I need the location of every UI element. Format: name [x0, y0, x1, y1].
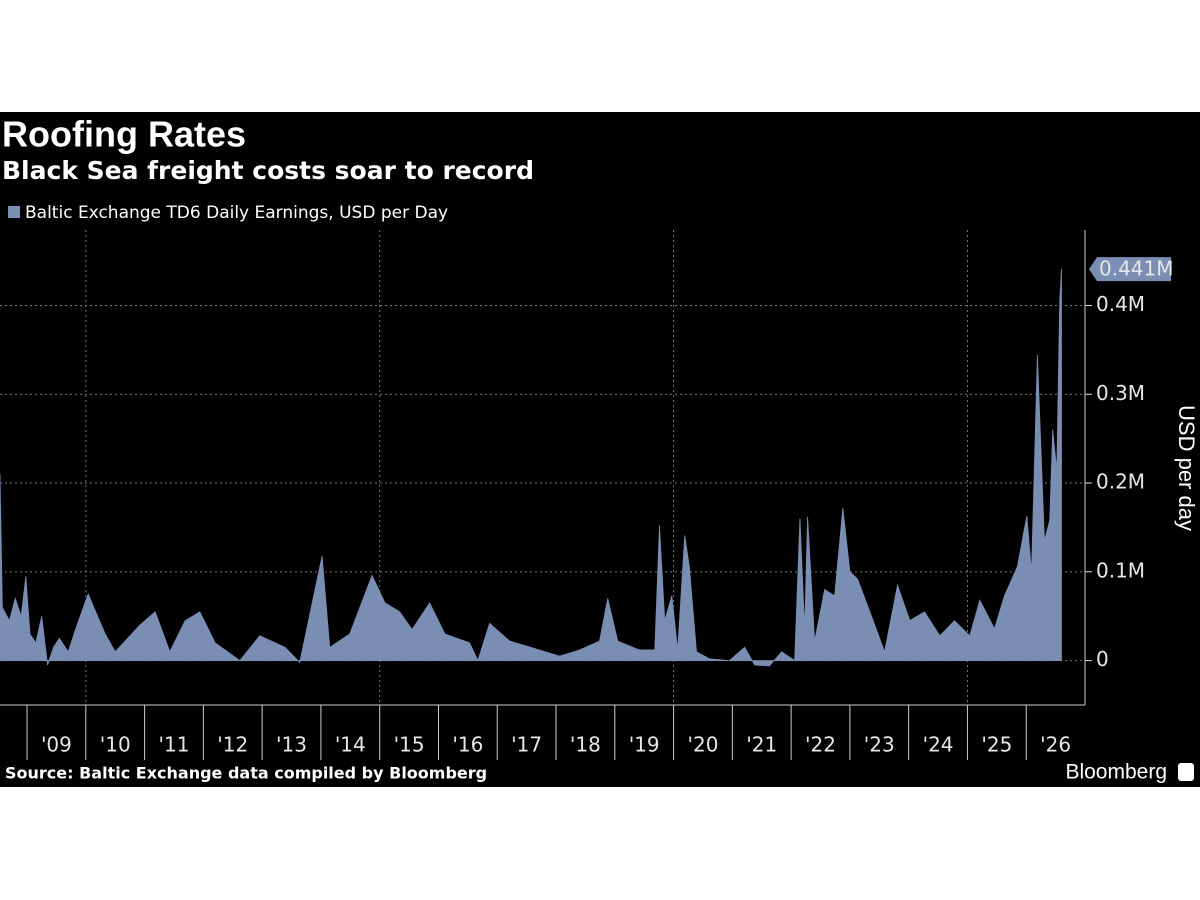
area [0, 269, 1062, 667]
x-tick-label: '17 [511, 733, 542, 757]
x-tick-label: '11 [158, 733, 189, 757]
panel [0, 112, 1200, 787]
x-tick-label: '09 [41, 733, 72, 757]
y-axis-label: USD per day [1174, 405, 1199, 531]
x-tick-label: '19 [629, 733, 660, 757]
chart-title: Roofing Rates [2, 114, 246, 155]
y-tick-label: 0.3M [1096, 381, 1145, 405]
x-tick-label: '15 [394, 733, 425, 757]
y-tick-label: 0.2M [1096, 470, 1145, 494]
brand: Bloomberg [1065, 761, 1167, 784]
x-tick-label: '14 [335, 733, 366, 757]
x-tick-label: '20 [687, 733, 718, 757]
chart-subtitle: Black Sea freight costs soar to record [2, 156, 534, 185]
y-tick-label: 0.1M [1096, 558, 1145, 582]
value-callout-label: 0.441M [1099, 257, 1174, 281]
x-tick-label: '25 [981, 733, 1012, 757]
y-tick-label: 0 [1096, 647, 1109, 671]
x-tick-label: '16 [452, 733, 483, 757]
x-tick-label: '22 [805, 733, 836, 757]
legend-swatch [8, 206, 20, 218]
x-tick-label: '24 [923, 733, 954, 757]
y-tick-label: 0.4M [1096, 292, 1145, 316]
legend-label: Baltic Exchange TD6 Daily Earnings, USD … [25, 203, 448, 223]
x-tick-label: '26 [1040, 733, 1071, 757]
x-tick-label: '12 [217, 733, 248, 757]
source: Source: Baltic Exchange data compiled by… [5, 764, 487, 783]
x-tick-label: '23 [864, 733, 895, 757]
x-tick-label: '10 [100, 733, 131, 757]
x-tick-label: '13 [276, 733, 307, 757]
value-callout [1089, 257, 1171, 282]
x-tick-label: '18 [570, 733, 601, 757]
x-tick-label: '21 [746, 733, 777, 757]
brand-icon [1178, 763, 1194, 781]
